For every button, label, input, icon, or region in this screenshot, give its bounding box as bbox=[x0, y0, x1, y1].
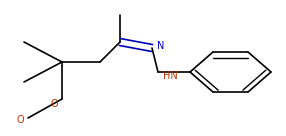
Text: O: O bbox=[50, 99, 58, 109]
Text: N: N bbox=[157, 41, 164, 51]
Text: HN: HN bbox=[163, 71, 178, 81]
Text: O: O bbox=[16, 115, 24, 125]
